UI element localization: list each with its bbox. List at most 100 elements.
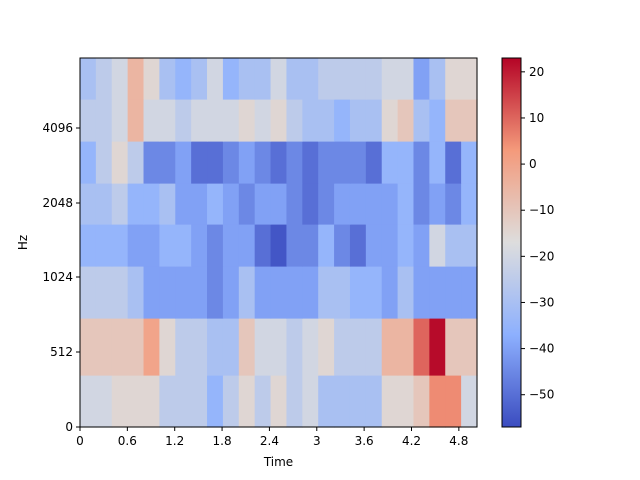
heatmap-cell — [270, 99, 288, 142]
heatmap-cell — [191, 183, 208, 225]
heatmap-cell — [381, 266, 399, 319]
colorbar-tick-label: −10 — [529, 203, 554, 217]
heatmap-cell — [334, 224, 351, 267]
colorbar-tick-label: 0 — [529, 157, 537, 171]
y-tick-label: 1024 — [42, 270, 73, 284]
heatmap-cell — [349, 318, 367, 376]
colorbar-tick-label: −40 — [529, 342, 554, 356]
heatmap-cell — [254, 375, 272, 428]
heatmap-cell — [381, 183, 399, 225]
x-axis: 0 0.6 1.2 1.8 2.4 3 3.6 4.2 4.8 — [76, 427, 468, 448]
heatmap-cell — [429, 183, 446, 225]
x-axis-label: Time — [263, 455, 293, 469]
x-tick-label: 2.4 — [260, 434, 279, 448]
heatmap-cell — [207, 266, 224, 319]
heatmap-cell — [175, 58, 192, 100]
heatmap-cell — [222, 99, 240, 142]
heatmap-cell — [238, 318, 256, 376]
heatmap-cell — [445, 318, 462, 376]
heatmap-cell — [191, 224, 208, 267]
heatmap-cell — [381, 141, 399, 184]
heatmap-cell — [413, 99, 430, 142]
heatmap-cell — [302, 375, 319, 428]
heatmap-cell — [207, 141, 224, 184]
heatmap-cell — [381, 58, 399, 100]
heatmap-cell — [429, 318, 446, 376]
heatmap-cell — [191, 141, 208, 184]
heatmap-cell — [111, 375, 129, 428]
heatmap-cell — [413, 141, 430, 184]
heatmap-cell — [80, 224, 97, 267]
heatmap-cell — [334, 266, 351, 319]
heatmap-cell — [254, 224, 272, 267]
heatmap-cell — [238, 375, 256, 428]
y-tick-label: 2048 — [42, 196, 73, 210]
heatmap-cell — [445, 141, 462, 184]
heatmap-cell — [111, 99, 129, 142]
heatmap-cell — [191, 318, 208, 376]
y-axis: 0 512 1024 2048 4096 — [42, 121, 80, 434]
heatmap-cell — [286, 224, 303, 267]
heatmap-cell — [318, 318, 335, 376]
heatmap-cell — [254, 318, 272, 376]
heatmap-cell — [111, 141, 129, 184]
x-tick-label: 1.2 — [165, 434, 184, 448]
heatmap-cell — [222, 375, 240, 428]
colorbar-axis: 20 10 0 −10 −20 −30 −40 −50 — [521, 65, 554, 402]
heatmap-cell — [429, 224, 446, 267]
heatmap-cell — [159, 58, 176, 100]
heatmap-cell — [175, 375, 192, 428]
heatmap-cell — [334, 318, 351, 376]
heatmap-cell — [302, 183, 319, 225]
heatmap-cell — [111, 318, 129, 376]
heatmap-cell — [461, 141, 478, 184]
heatmap-cell — [461, 266, 478, 319]
heatmap-cell — [461, 58, 478, 100]
heatmap-cell — [286, 318, 303, 376]
heatmap-cell — [270, 141, 288, 184]
heatmap-cell — [191, 58, 208, 100]
heatmap-cell — [222, 318, 240, 376]
heatmap-cell — [238, 99, 256, 142]
heatmap-cell — [127, 183, 145, 225]
heatmap-cell — [318, 183, 335, 225]
heatmap-cell — [286, 99, 303, 142]
heatmap-cell — [461, 183, 478, 225]
heatmap-cell — [365, 183, 383, 225]
heatmap-cell — [461, 224, 478, 267]
y-tick-label: 0 — [65, 420, 73, 434]
heatmap-cell — [127, 141, 145, 184]
plot-frame — [79, 57, 478, 428]
heatmap-cell — [207, 183, 224, 225]
heatmap-cell — [175, 266, 192, 319]
heatmap-cell — [95, 224, 113, 267]
heatmap-cell — [413, 375, 430, 428]
heatmap-cell — [254, 141, 272, 184]
heatmap-cell — [413, 224, 430, 267]
colorbar-tick-label: −30 — [529, 295, 554, 309]
heatmap-cell — [143, 318, 160, 376]
heatmap-cell — [207, 99, 224, 142]
heatmap-cell — [175, 318, 192, 376]
heatmap-cell — [429, 141, 446, 184]
heatmap-cell — [254, 266, 272, 319]
heatmap-cell — [429, 58, 446, 100]
heatmap-cell — [111, 224, 129, 267]
heatmap-cell — [159, 183, 176, 225]
heatmap-cell — [127, 375, 145, 428]
colorbar-tick-label: 20 — [529, 65, 544, 79]
heatmap-cell — [80, 58, 97, 100]
heatmap-cell — [191, 266, 208, 319]
heatmap-cell — [413, 266, 430, 319]
x-tick-label: 4.8 — [449, 434, 468, 448]
heatmap-cell — [349, 183, 367, 225]
heatmap-cell — [318, 58, 335, 100]
heatmap-cell — [286, 183, 303, 225]
heatmap-cell — [254, 183, 272, 225]
colorbar-tick-label: −20 — [529, 249, 554, 263]
heatmap-cell — [238, 183, 256, 225]
heatmap-cell — [175, 99, 192, 142]
heatmap-cell — [302, 58, 319, 100]
heatmap-cell — [318, 141, 335, 184]
